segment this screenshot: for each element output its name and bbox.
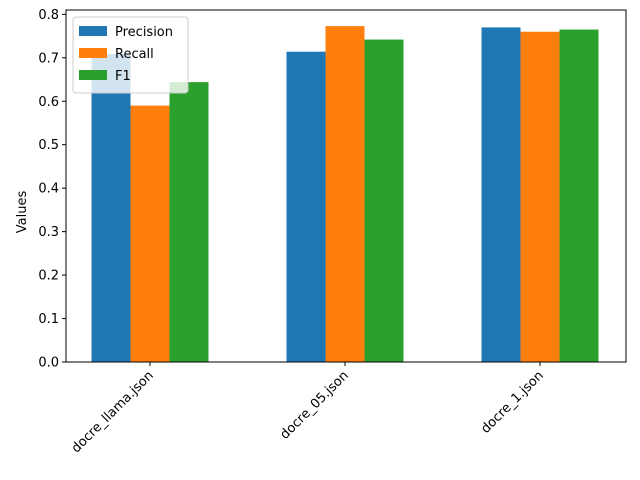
legend-label-precision: Precision	[115, 25, 173, 40]
y-tick-label-5: 0.5	[38, 138, 59, 153]
legend-swatch-precision	[79, 26, 107, 36]
x-tick-label-2: docre_1.json	[478, 368, 547, 437]
bar-recall-0	[130, 105, 170, 363]
bar-precision-2	[481, 27, 521, 362]
bars-layer	[91, 26, 599, 363]
legend: Precision Recall F1	[72, 16, 189, 94]
y-tick-label-3: 0.3	[38, 225, 59, 240]
y-tick-label-0: 0.0	[38, 356, 59, 371]
legend-label-f1: F1	[115, 69, 131, 84]
bar-precision-1	[286, 51, 326, 363]
bar-f1-2	[559, 29, 599, 363]
y-tick-label-6: 0.6	[38, 95, 59, 110]
legend-swatch-f1	[79, 70, 107, 80]
x-tick-label-1: docre_05.json	[277, 368, 351, 442]
legend-swatch-recall	[79, 48, 107, 58]
plot-frame	[65, 9, 627, 363]
bar-precision-0	[91, 53, 131, 362]
bar-recall-1	[325, 26, 365, 363]
y-tick-label-2: 0.2	[38, 269, 59, 284]
legend-label-recall: Recall	[115, 47, 154, 62]
bar-recall-2	[520, 31, 560, 363]
y-tick-label-7: 0.7	[38, 51, 59, 66]
bar-f1-0	[169, 82, 209, 362]
y-tick-label-4: 0.4	[38, 182, 59, 197]
y-axis-title: Values	[15, 191, 30, 234]
y-tick-label-1: 0.1	[38, 312, 59, 327]
bar-f1-1	[364, 39, 404, 362]
x-tick-label-0: docre_llama.json	[69, 368, 157, 456]
y-tick-label-8: 0.8	[38, 8, 59, 23]
